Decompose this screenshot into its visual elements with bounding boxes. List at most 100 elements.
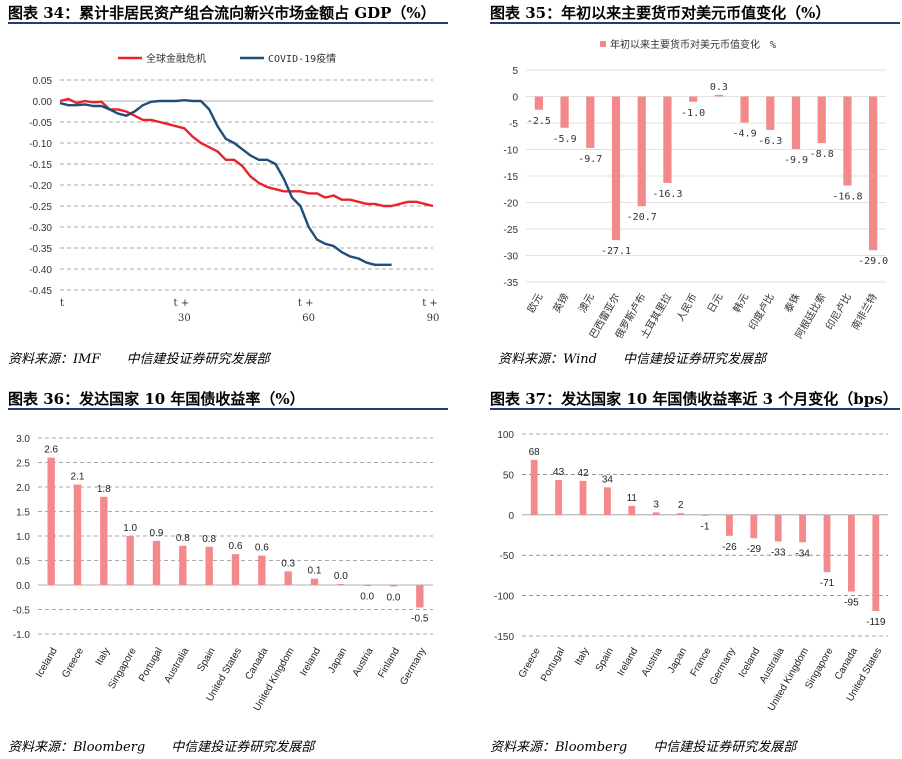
y-tick-label: 0.5	[16, 557, 30, 568]
x-category-label: Austria	[640, 646, 665, 679]
y-tick-label: -0.5	[13, 606, 31, 617]
y-tick-label: 50	[503, 470, 515, 481]
bar	[231, 554, 240, 585]
data-label: -26	[722, 542, 737, 553]
x-category-label: Italy	[94, 646, 113, 667]
bar	[603, 487, 611, 515]
y-tick-label: -0.45	[29, 286, 52, 297]
chart-title: 图表 36：发达国家 10 年国债收益率（%）	[8, 388, 448, 410]
bar	[652, 512, 660, 515]
chart-title: 图表 34：累计非居民资产组合流向新兴市场金额占 GDP（%）	[8, 2, 448, 24]
y-tick-label: 1.0	[16, 532, 30, 543]
y-tick-label: -0.05	[29, 118, 52, 129]
y-tick-label: -20	[504, 199, 519, 210]
data-label: -71	[820, 578, 835, 589]
data-label: 0.6	[229, 541, 243, 552]
bar	[740, 96, 749, 123]
data-label: 34	[602, 474, 614, 485]
data-label: -9.9	[784, 155, 808, 166]
x-tick-label: 90	[427, 313, 440, 324]
x-category-label: 欧元	[525, 292, 545, 315]
x-tick-label: t +	[174, 298, 190, 309]
y-tick-label: -25	[504, 225, 519, 236]
bar	[869, 96, 878, 251]
y-tick-label: -0.25	[29, 202, 52, 213]
data-label: -2.5	[527, 116, 551, 127]
data-label: -27.1	[601, 246, 631, 257]
bar	[823, 514, 831, 573]
bar	[689, 96, 698, 102]
x-tick-label: 30	[178, 313, 191, 324]
y-tick-label: -35	[504, 278, 519, 289]
legend-label: 全球金融危机	[146, 52, 206, 65]
y-tick-label: 2.5	[16, 459, 30, 470]
x-category-label: Iceland	[34, 646, 60, 679]
x-category-label: Spain	[594, 646, 616, 674]
y-tick-label: 0	[512, 93, 518, 104]
bar	[817, 96, 826, 144]
y-tick-label: -10	[504, 146, 519, 157]
x-category-label: Ireland	[616, 646, 641, 678]
bar	[205, 546, 213, 585]
data-label: 43	[553, 467, 565, 478]
bar	[750, 514, 758, 539]
y-tick-label: 0.00	[33, 97, 53, 108]
bar	[363, 585, 371, 586]
legend-label: COVID-19疫情	[268, 52, 336, 65]
x-category-label: France	[689, 646, 714, 679]
bar-chart: 100 50 0 -50 -100 -150 68 Greece 43 Portugal 42 Ita…	[494, 430, 888, 713]
y-tick-label: -0.35	[29, 244, 52, 255]
data-label: 2.6	[44, 445, 58, 456]
x-category-label: Portugal	[539, 646, 567, 684]
x-category-label: 泰铢	[781, 291, 802, 315]
legend-label: 年初以来主要货币对美元币值变化 %	[610, 38, 776, 51]
bar	[179, 545, 187, 585]
data-label: 0.0	[334, 571, 348, 582]
x-category-label: Australia	[162, 646, 191, 686]
data-label: 0.1	[308, 566, 322, 577]
bar	[701, 514, 709, 516]
x-category-label: 韩元	[730, 291, 751, 315]
data-label: -29	[747, 544, 762, 555]
data-label: -95	[844, 598, 859, 609]
y-tick-label: -150	[494, 632, 514, 643]
y-tick-label: 100	[497, 430, 514, 441]
x-category-label: Germany	[398, 646, 428, 687]
chart-source: 资料来源：IMF 中信建投证券研究发展部	[8, 352, 270, 367]
bar	[677, 513, 685, 515]
bar	[586, 96, 595, 148]
bar	[774, 514, 782, 542]
bar	[389, 585, 398, 587]
bar-chart: 3.0 2.5 2.0 1.5 1.0 0.5 0.0 -0.5 -1.0 2.6 Iceland 2…	[13, 434, 433, 713]
x-category-label: 澳元	[576, 291, 597, 315]
bar	[310, 578, 319, 585]
chart-source: 资料来源：Wind 中信建投证券研究发展部	[498, 352, 766, 367]
bar	[847, 514, 855, 592]
data-label: -4.9	[733, 128, 757, 139]
x-category-label: Austria	[351, 646, 376, 679]
series-line	[59, 97, 434, 208]
x-category-label: Japan	[326, 646, 349, 675]
chart-title: 图表 37：发达国家 10 年国债收益率近 3 个月变化（bps）	[490, 388, 900, 410]
bar	[152, 540, 161, 585]
x-tick-label: t	[60, 298, 64, 309]
bar	[100, 496, 108, 585]
x-category-label: Italy	[573, 646, 592, 667]
data-label: -16.3	[652, 189, 682, 200]
x-category-label: 英镑	[550, 291, 571, 315]
bar	[843, 96, 852, 186]
data-label: 3	[653, 499, 659, 510]
bar	[799, 514, 807, 543]
x-category-label: Canada	[243, 646, 270, 682]
y-tick-label: 1.5	[16, 508, 30, 519]
data-label: 0.6	[255, 543, 269, 554]
bar	[628, 505, 636, 515]
chart-panel-34: 图表 34：累计非居民资产组合流向新兴市场金额占 GDP（%） 0.05 0.00…	[8, 2, 448, 372]
data-label: -34	[795, 548, 810, 559]
data-label: -20.7	[627, 212, 657, 223]
y-tick-label: 3.0	[16, 434, 30, 445]
data-label: 0.3	[281, 558, 295, 569]
data-label: -16.8	[832, 192, 862, 203]
x-category-label: Greece	[517, 646, 543, 680]
data-label: 0.3	[710, 82, 728, 93]
